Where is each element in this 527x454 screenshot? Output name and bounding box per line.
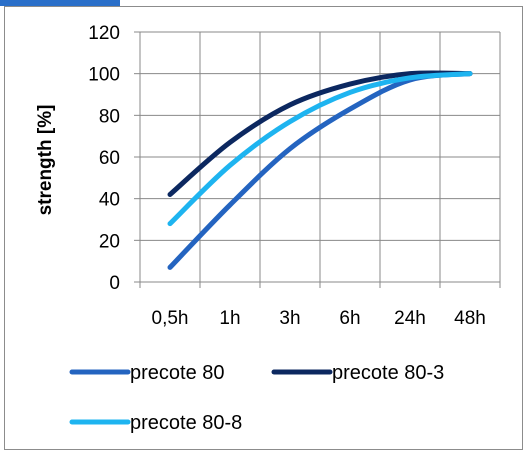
- series-lines: [167, 70, 473, 270]
- series-line-1: [167, 70, 473, 197]
- x-tick-label: 48h: [454, 308, 486, 329]
- x-tick-label: 0,5h: [152, 308, 189, 329]
- y-tick-label: 120: [88, 23, 120, 44]
- series-line-2: [167, 71, 473, 227]
- y-tick-label: 100: [88, 65, 120, 86]
- y-tick-label: 40: [99, 190, 120, 211]
- cropped-header-fragment: [0, 0, 120, 6]
- x-tick-label: 6h: [339, 308, 360, 329]
- x-tick-label: 24h: [394, 308, 426, 329]
- chart-frame: [4, 6, 523, 450]
- y-tick-label: 80: [99, 106, 120, 127]
- y-axis-label: strength [%]: [35, 105, 56, 216]
- y-tick-label: 0: [109, 273, 120, 294]
- cropped-top-strip: [0, 0, 527, 8]
- x-axis-ticks: 0,5h 1h 3h 6h 24h 48h: [152, 308, 486, 329]
- legend: precote 80 precote 80-3 precote 80-8: [69, 362, 444, 434]
- y-axis-ticks: 0 20 40 60 80 100 120: [88, 23, 120, 294]
- y-tick-label: 20: [99, 231, 120, 252]
- y-tick-label: 60: [99, 148, 120, 169]
- legend-label: precote 80-8: [130, 412, 242, 434]
- legend-label: precote 80-3: [332, 362, 444, 384]
- x-tick-label: 1h: [219, 308, 240, 329]
- x-tick-label: 3h: [279, 308, 300, 329]
- legend-label: precote 80: [130, 362, 225, 384]
